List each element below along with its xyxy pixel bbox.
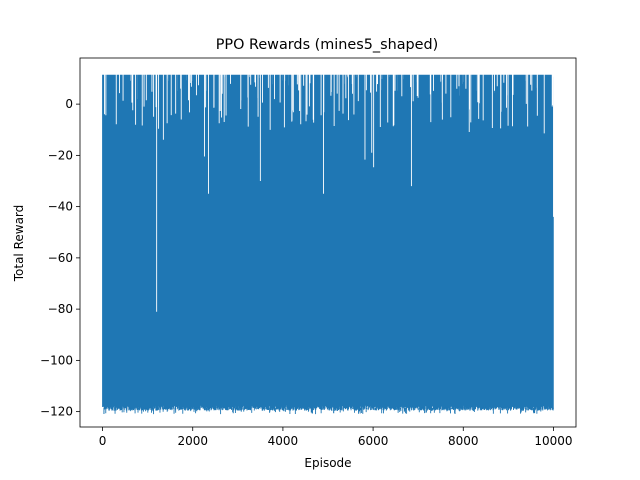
- y-tick-label: −60: [48, 251, 73, 265]
- reward-low-spikes: [103, 407, 554, 415]
- plot-frame: [79, 57, 577, 428]
- x-axis: 0 2000 4000 6000 8000 10000: [99, 427, 573, 448]
- y-axis: 0 −20 −40 −60 −80 −100 −120: [40, 97, 80, 419]
- y-tick-label: −40: [48, 200, 73, 214]
- y-tick-label: −120: [40, 405, 73, 419]
- y-tick-label: −100: [40, 353, 73, 367]
- x-tick-label: 10000: [534, 434, 572, 448]
- x-axis-label: Episode: [304, 456, 351, 470]
- x-tick-label: 0: [99, 434, 107, 448]
- y-tick-label: −80: [48, 302, 73, 316]
- x-tick-label: 2000: [177, 434, 208, 448]
- y-axis-label: Total Reward: [12, 205, 26, 283]
- series-reward: [102, 73, 554, 415]
- x-tick-label: 4000: [268, 434, 299, 448]
- chart-title: PPO Rewards (mines5_shaped): [216, 37, 439, 53]
- plot-area: [79, 57, 577, 428]
- reward-dip-gaps: [104, 73, 554, 312]
- y-tick-label: −20: [48, 148, 73, 162]
- reward-line: [102, 74, 554, 411]
- x-tick-label: 8000: [448, 434, 479, 448]
- y-tick-label: 0: [65, 97, 73, 111]
- x-tick-label: 6000: [358, 434, 389, 448]
